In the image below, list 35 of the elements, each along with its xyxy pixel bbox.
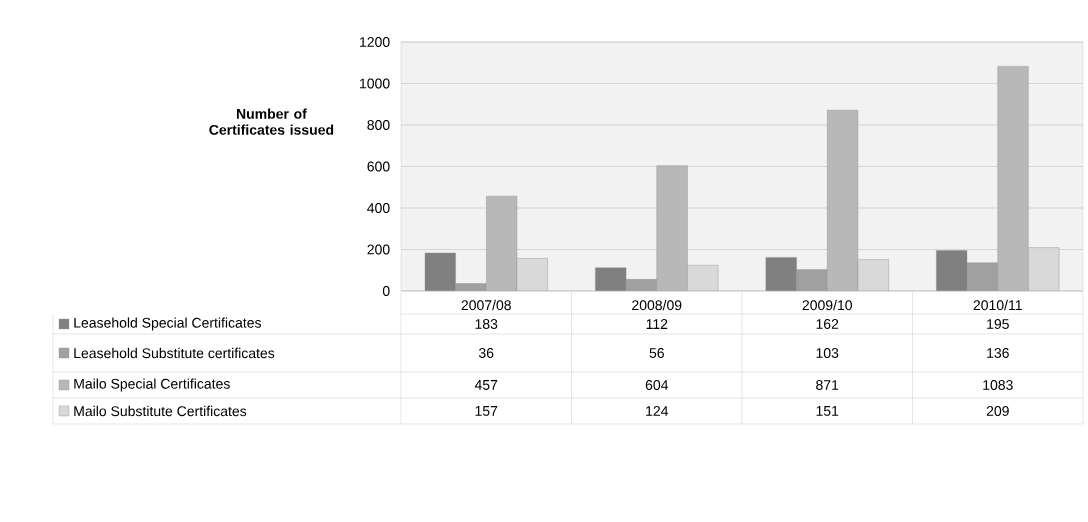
data-label: 871: [816, 380, 839, 390]
data-label: 604: [645, 380, 669, 390]
data-label: 183: [475, 319, 498, 329]
data-label: 209: [986, 406, 1009, 416]
data-label: 36: [478, 348, 494, 358]
data-label: 151: [816, 406, 839, 416]
legend-label: Mailo Substitute Certificates: [74, 405, 247, 417]
data-label: 112: [646, 319, 668, 329]
data-label: 457: [474, 380, 498, 390]
data-label: 1083: [983, 380, 1013, 390]
y-tick-label: 200: [367, 244, 390, 255]
data-label: 103: [816, 348, 839, 358]
x-tick-label: 2008/09: [632, 299, 682, 311]
y-tick-label: 400: [367, 203, 390, 213]
y-tick-label: 0: [382, 286, 390, 296]
y-tick-label: 600: [367, 161, 390, 172]
data-label: 56: [649, 348, 664, 358]
legend-label: Leasehold Special Certificates: [74, 317, 261, 331]
y-axis-title: Number of Certificates issued: [209, 108, 334, 135]
legend-label: Leasehold Substitute certificates: [74, 347, 275, 359]
data-label: 195: [987, 319, 1009, 329]
data-label: 162: [816, 319, 839, 329]
data-label: 124: [646, 406, 669, 416]
bar: [516, 258, 548, 291]
y-tick-label: 800: [367, 120, 390, 130]
y-tick-label: 1200: [360, 37, 390, 47]
legend-label: Mailo Special Certificates: [74, 378, 230, 392]
data-label: 157: [475, 406, 498, 416]
x-tick-label: 2007/08: [461, 299, 511, 311]
bar: [1028, 247, 1060, 291]
y-tick-label: 1000: [360, 78, 390, 89]
data-label: 136: [987, 348, 1009, 358]
x-tick-label: 2009/10: [802, 299, 852, 311]
bar: [857, 259, 889, 291]
x-tick-label: 2010/11: [973, 299, 1022, 311]
